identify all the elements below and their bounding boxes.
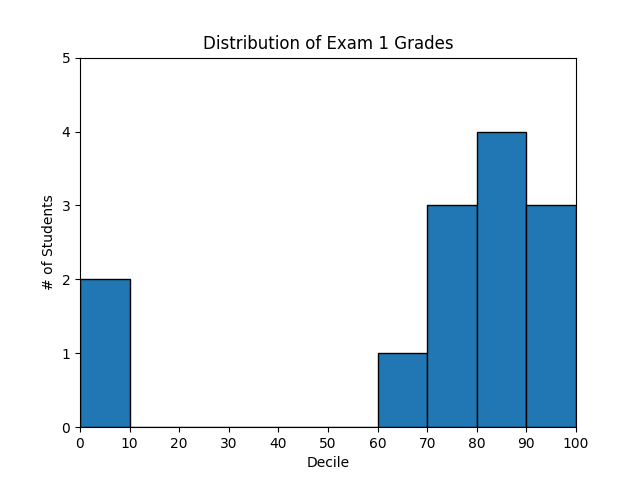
Bar: [526, 205, 576, 427]
Title: Distribution of Exam 1 Grades: Distribution of Exam 1 Grades: [203, 35, 453, 53]
X-axis label: Decile: Decile: [307, 456, 349, 470]
Y-axis label: # of Students: # of Students: [42, 194, 56, 290]
Bar: [428, 205, 477, 427]
Bar: [477, 132, 526, 427]
Bar: [80, 279, 129, 427]
Bar: [378, 353, 428, 427]
